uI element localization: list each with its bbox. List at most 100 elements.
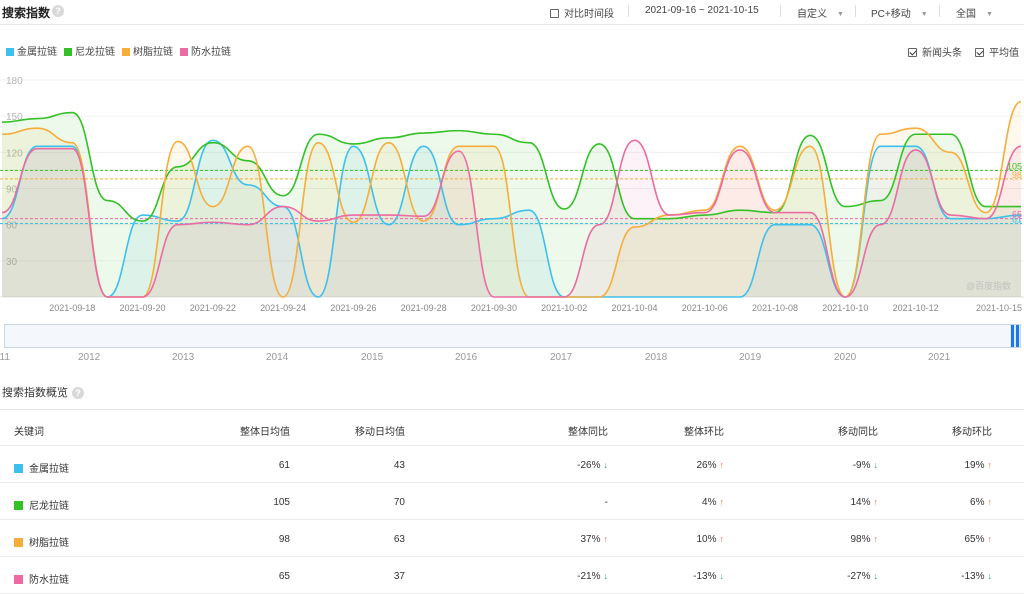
y-tick-label: 90: [6, 185, 18, 196]
x-tick-label: 2021-10-08: [752, 303, 798, 313]
slider-handle-right[interactable]: [1016, 325, 1019, 347]
arrow-up-icon: ↑: [987, 534, 993, 544]
table-row: 金属拉链 61 43 -26% ↓ 26% ↑ -9% ↓ 19% ↑: [0, 446, 1024, 483]
compare-period-toggle[interactable]: 对比时间段: [550, 5, 614, 20]
mobile-mom-cell: 6% ↑: [970, 497, 992, 508]
search-index-chart: 180 150 120 90 60 30 2021-09-18 2021-09-20 2021-…: [0, 76, 1024, 313]
x-tick-label: 2021-10-10: [822, 303, 868, 313]
slider-year-label: 2014: [266, 352, 289, 363]
page-title: 搜索指数: [2, 6, 51, 20]
slider-year-label: 2015: [361, 352, 384, 363]
series-area: [2, 112, 1021, 297]
keyword-cell: 金属拉链: [14, 460, 69, 475]
slider-year-label: 2013: [172, 352, 195, 363]
average-checkbox[interactable]: [975, 48, 984, 57]
slider-year-labels: 011 2012 2013 2014 2015 2016 2017 2018 2019 2020 2…: [0, 352, 1024, 366]
arrow-up-icon: ↑: [603, 534, 609, 544]
x-tick-label: 2021-10-06: [682, 303, 728, 313]
device-dropdown[interactable]: PC+移动 ▼: [871, 5, 928, 20]
overall-avg-cell: 65: [278, 571, 290, 582]
x-tick-label: 2021-09-24: [260, 303, 306, 313]
overall-mom-cell: 10% ↑: [696, 534, 724, 545]
arrow-down-icon: ↓: [603, 460, 609, 470]
watermark: @百度指数: [966, 281, 1012, 291]
arrow-up-icon: ↑: [719, 497, 725, 507]
x-tick-label: 2021-09-30: [471, 303, 517, 313]
mobile-mom-cell: -13% ↓: [961, 571, 992, 582]
slider-handle-left[interactable]: [1011, 325, 1014, 347]
mobile-avg-cell: 37: [393, 571, 405, 582]
table-header: 关键词 整体日均值 移动日均值 整体同比 整体环比 移动同比 移动环比: [0, 410, 1024, 446]
slider-year-label: 2016: [455, 352, 478, 363]
series-line: [1, 111, 1021, 222]
x-tick-label: 2021-09-18: [49, 303, 95, 313]
keyword-text: 防水拉链: [29, 575, 69, 586]
overall-avg-cell: 98: [278, 534, 290, 545]
col-mobile-yoy: 移动同比: [838, 427, 878, 438]
divider: [855, 5, 856, 17]
overview-table: 关键词 整体日均值 移动日均值 整体同比 整体环比 移动同比 移动环比 金属拉链…: [0, 409, 1024, 594]
news-headline-toggle[interactable]: 新闻头条: [908, 44, 962, 59]
y-tick-label: 150: [6, 112, 23, 123]
average-label: 平均值: [989, 48, 1019, 59]
search-index-header: 搜索指数 ? 对比时间段 2021-09-16 ~ 2021-10-15 自定义…: [0, 0, 1024, 25]
mobile-yoy-cell: 14% ↑: [850, 497, 878, 508]
col-keyword: 关键词: [14, 427, 44, 438]
mobile-avg-cell: 43: [393, 460, 405, 471]
legend-item[interactable]: 尼龙拉链: [64, 43, 115, 58]
table-body: 金属拉链 61 43 -26% ↓ 26% ↑ -9% ↓ 19% ↑ 尼龙拉链 105 70 - 4% ↑ 14…: [0, 446, 1024, 594]
slider-selection[interactable]: [1010, 325, 1020, 347]
y-tick-label: 60: [6, 221, 18, 232]
legend-swatch: [64, 48, 72, 56]
overview-title-text: 搜索指数概览: [2, 387, 68, 399]
arrow-up-icon: ↑: [987, 460, 993, 470]
mobile-avg-cell: 70: [393, 497, 405, 508]
custom-range-dropdown[interactable]: 自定义 ▼: [797, 5, 844, 20]
x-tick-label: 2021-09-20: [120, 303, 166, 313]
compare-period-checkbox[interactable]: [550, 9, 559, 18]
mobile-yoy-cell: -27% ↓: [847, 571, 878, 582]
help-icon[interactable]: ?: [72, 387, 84, 400]
average-toggle[interactable]: 平均值: [975, 44, 1019, 59]
keyword-text: 尼龙拉链: [29, 501, 69, 512]
average-value-label: 98: [1012, 170, 1022, 180]
average-value-label: 105: [1007, 161, 1022, 171]
legend-item[interactable]: 树脂拉链: [122, 43, 173, 58]
region-dropdown[interactable]: 全国 ▼: [956, 5, 993, 20]
slider-year-label: 2017: [550, 352, 573, 363]
legend-item[interactable]: 金属拉链: [6, 43, 57, 58]
date-range-picker[interactable]: 2021-09-16 ~ 2021-10-15: [645, 5, 759, 16]
compare-period-label: 对比时间段: [564, 9, 614, 20]
table-row: 尼龙拉链 105 70 - 4% ↑ 14% ↑ 6% ↑: [0, 483, 1024, 520]
x-tick-label: 2021-09-28: [401, 303, 447, 313]
series-area: [2, 101, 1021, 297]
arrow-down-icon: ↓: [603, 571, 609, 581]
chevron-down-icon: ▼: [986, 11, 993, 18]
slider-year-label: 2018: [645, 352, 668, 363]
arrow-down-icon: ↓: [719, 571, 725, 581]
keyword-swatch: [14, 464, 23, 473]
overall-avg-cell: 61: [278, 460, 290, 471]
legend-swatch: [122, 48, 130, 56]
arrow-up-icon: ↑: [873, 497, 879, 507]
table-row: 树脂拉链 98 63 37% ↑ 10% ↑ 98% ↑ 65% ↑: [0, 520, 1024, 557]
arrow-down-icon: ↓: [873, 460, 879, 470]
news-headline-label: 新闻头条: [922, 48, 962, 59]
x-tick-label: 2021-09-26: [330, 303, 376, 313]
mobile-avg-cell: 63: [393, 534, 405, 545]
news-headline-checkbox[interactable]: [908, 48, 917, 57]
help-icon[interactable]: ?: [52, 5, 64, 17]
custom-range-label: 自定义: [797, 9, 827, 20]
arrow-up-icon: ↑: [873, 534, 879, 544]
mobile-yoy-cell: -9% ↓: [852, 460, 879, 471]
keyword-text: 金属拉链: [29, 464, 69, 475]
series-line: [1, 139, 1022, 298]
col-mobile-avg: 移动日均值: [355, 427, 405, 438]
x-tick-label: 2021-10-02: [541, 303, 587, 313]
series-line: [1, 100, 1022, 298]
col-overall-mom: 整体环比: [684, 427, 724, 438]
y-tick-label: 30: [6, 257, 18, 268]
overall-mom-cell: 26% ↑: [696, 460, 724, 471]
time-range-slider[interactable]: [4, 324, 1021, 348]
legend-item[interactable]: 防水拉链: [180, 43, 231, 58]
